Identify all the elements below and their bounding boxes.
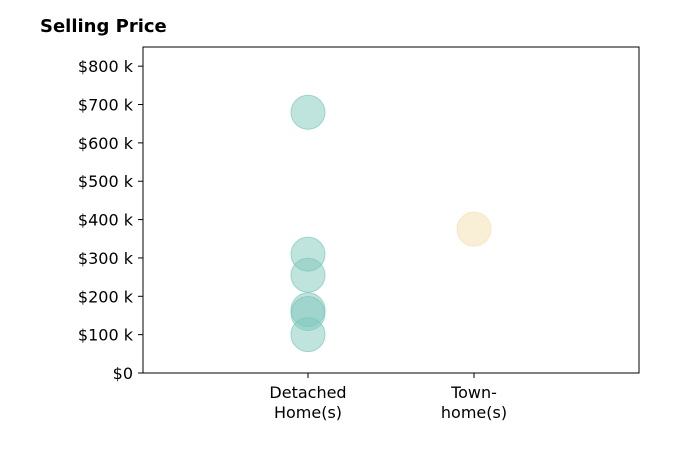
y-tick-label: $600 k bbox=[78, 134, 134, 153]
y-tick-label: $0 bbox=[113, 364, 133, 383]
chart-title: Selling Price bbox=[40, 16, 167, 37]
data-point bbox=[290, 257, 326, 293]
y-tick-label: $700 k bbox=[78, 96, 134, 115]
data-point bbox=[290, 94, 326, 130]
data-point bbox=[456, 211, 492, 247]
y-tick-label: $500 k bbox=[78, 172, 134, 191]
plot-area bbox=[142, 46, 640, 374]
y-tick-label: $100 k bbox=[78, 326, 134, 345]
y-tick-label: $200 k bbox=[78, 287, 134, 306]
y-tick-label: $300 k bbox=[78, 249, 134, 268]
x-tick-label: Town-home(s) bbox=[441, 383, 507, 422]
y-tick-label: $800 k bbox=[78, 57, 134, 76]
x-tick-label: Detached Home(s) bbox=[269, 383, 346, 422]
data-point bbox=[290, 317, 326, 353]
y-tick-label: $400 k bbox=[78, 211, 134, 230]
